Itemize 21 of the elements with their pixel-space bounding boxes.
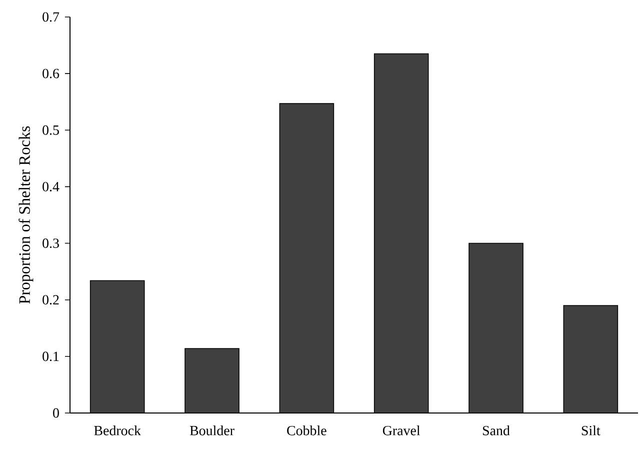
y-tick-label: 0: [53, 408, 59, 418]
y-tick-label: 0.5: [42, 125, 59, 135]
bar: [374, 53, 429, 413]
bar: [279, 103, 334, 413]
y-tick-label: 0.7: [42, 12, 60, 22]
x-tick-label: Cobble: [287, 425, 326, 436]
y-tick-label: 0.1: [42, 352, 59, 362]
bar: [563, 305, 618, 413]
x-tick-label: Boulder: [190, 425, 234, 436]
y-tick-label: 0.4: [42, 182, 60, 192]
y-tick-label: 0.6: [42, 68, 60, 78]
bar: [90, 280, 145, 413]
x-tick-label: Gravel: [382, 425, 420, 436]
x-tick-label: Bedrock: [94, 425, 141, 436]
bar: [184, 348, 240, 413]
x-tick-label: Sand: [482, 425, 510, 436]
y-tick-label: 0.3: [42, 238, 59, 248]
y-axis-title: Proportion of Shelter Rocks: [18, 126, 34, 304]
bar: [468, 242, 524, 413]
y-tick-label: 0.2: [42, 295, 59, 305]
x-tick-label: Silt: [582, 425, 600, 436]
